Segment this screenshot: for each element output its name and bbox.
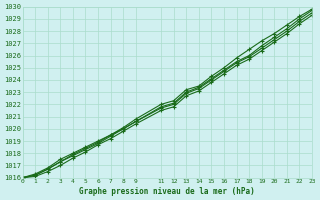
X-axis label: Graphe pression niveau de la mer (hPa): Graphe pression niveau de la mer (hPa) — [79, 187, 255, 196]
